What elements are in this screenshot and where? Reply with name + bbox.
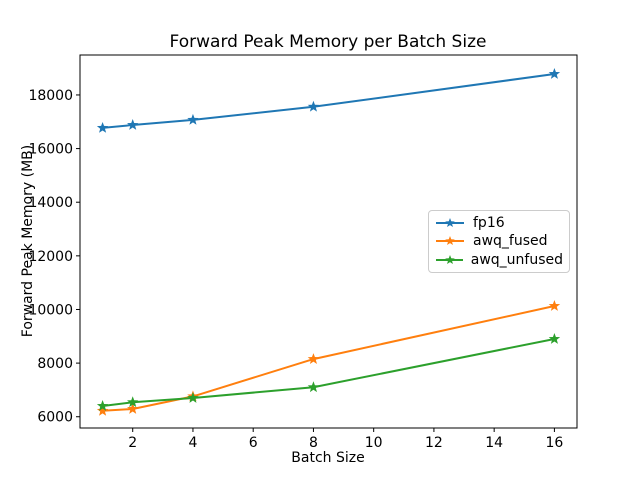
data-point-awq_unfused-batch-16 — [548, 332, 561, 344]
y-tick-label: 12000 — [28, 249, 73, 265]
y-tick-label: 16000 — [28, 142, 73, 158]
legend: fp16 awq_fused awq_unfused — [428, 210, 570, 273]
legend-entry-awq-fused: awq_fused — [435, 232, 563, 250]
data-point-awq_fused-batch-2 — [127, 402, 139, 414]
x-tick-label: 14 — [485, 435, 503, 451]
legend-star-icon — [445, 218, 455, 228]
x-tick-label: 8 — [309, 435, 318, 451]
y-tick-label: 6000 — [37, 410, 73, 426]
data-point-fp16-batch-8 — [307, 100, 320, 112]
legend-marker-awq-unfused — [436, 254, 463, 264]
y-tick-label: 8000 — [37, 356, 73, 372]
data-point-awq_unfused-batch-4 — [187, 391, 199, 403]
legend-entry-fp16: fp16 — [435, 214, 563, 232]
legend-star-icon — [445, 236, 455, 246]
series-line-awq_fused — [101, 305, 556, 412]
x-axis-label: Batch Size — [291, 450, 365, 466]
data-point-fp16-batch-4 — [187, 113, 199, 125]
legend-marker-fp16 — [436, 218, 464, 228]
series-line-awq_unfused — [101, 338, 556, 407]
x-tick-label: 2 — [128, 435, 137, 451]
y-axis-label: Forward Peak Memory (MB) — [20, 144, 36, 338]
y-tick-label: 18000 — [28, 88, 73, 104]
x-tick-label: 12 — [425, 435, 443, 451]
y-tick-label: 14000 — [28, 195, 73, 211]
y-tick-label: 10000 — [28, 302, 73, 318]
data-point-awq_fused-batch-8 — [307, 353, 320, 364]
legend-label-awq-fused: awq_fused — [473, 233, 548, 250]
legend-marker-awq-fused — [436, 236, 464, 246]
legend-label-fp16: fp16 — [473, 215, 505, 232]
data-point-awq_fused-batch-1 — [96, 404, 109, 416]
x-tick-label: 10 — [365, 435, 383, 451]
data-point-awq_fused-batch-16 — [548, 299, 561, 311]
data-point-fp16-batch-1 — [96, 121, 109, 133]
x-tick-label: 4 — [188, 435, 197, 451]
legend-entry-awq-unfused: awq_unfused — [435, 251, 563, 269]
data-point-fp16-batch-16 — [548, 68, 561, 79]
legend-star-icon — [445, 254, 455, 264]
data-point-awq_unfused-batch-2 — [127, 396, 139, 408]
x-tick-label: 16 — [545, 435, 563, 451]
data-point-awq_unfused-batch-8 — [307, 381, 320, 393]
plot-frame — [79, 54, 578, 429]
data-point-fp16-batch-2 — [127, 118, 139, 130]
series-line-fp16 — [101, 73, 556, 129]
chart-title: Forward Peak Memory per Batch Size — [169, 32, 487, 52]
x-tick-label: 6 — [249, 435, 258, 451]
data-point-awq_unfused-batch-1 — [96, 400, 109, 411]
legend-label-awq-unfused: awq_unfused — [470, 251, 563, 268]
